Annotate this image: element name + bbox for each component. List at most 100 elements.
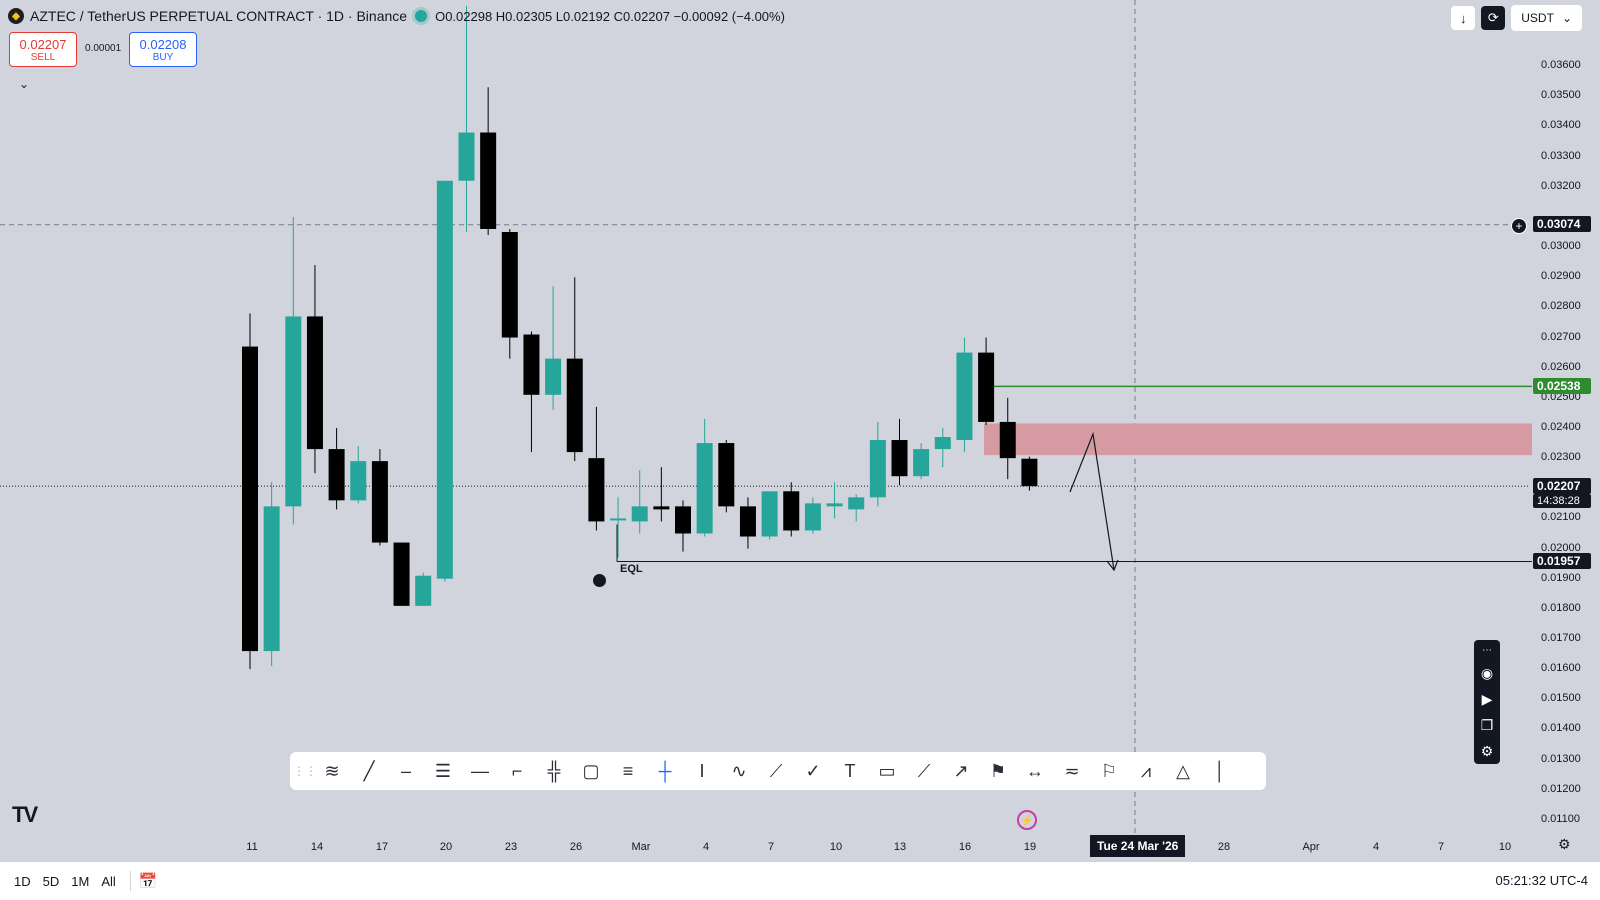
candle-body [523, 334, 540, 395]
range-all[interactable]: All [101, 873, 116, 889]
arrow-tool-icon[interactable]: ↗ [953, 760, 969, 781]
bars-pattern-tool-icon[interactable]: ⚐ [1100, 760, 1118, 781]
trend-line-tool-icon[interactable]: ╱ [363, 760, 375, 781]
candle-body [848, 497, 865, 510]
ruler-tool-icon[interactable]: ⟋ [917, 760, 931, 781]
text-tool-icon[interactable]: T [844, 760, 856, 781]
sell-button[interactable]: 0.02207 SELL [9, 32, 77, 67]
time-tick: 7 [1437, 841, 1445, 853]
fib-tool-icon[interactable]: ≡ [622, 760, 634, 781]
buy-price: 0.02208 [139, 36, 187, 52]
candle-body [436, 180, 453, 579]
crosshair-date-tag: Tue 24 Mar '26 [1090, 835, 1186, 857]
tradingview-logo-icon[interactable]: TV [12, 802, 38, 827]
camera-icon[interactable]: ◉ [1480, 664, 1494, 681]
date-range-calendar-icon[interactable]: 📅 [138, 873, 158, 890]
candle-body [393, 542, 410, 606]
drag-handle-icon[interactable]: ⋮⋮ [293, 764, 317, 778]
arrow-down-icon: ↓ [1460, 10, 1467, 26]
forecast-tool-icon[interactable]: ≂ [1064, 760, 1080, 781]
time-tick: 7 [767, 841, 775, 853]
time-tick: 14 [310, 841, 324, 853]
time-tick: Apr [1302, 841, 1320, 853]
chart-canvas[interactable] [0, 0, 1600, 862]
chevron-down-icon: ⌄ [1561, 11, 1572, 25]
lightning-news-icon[interactable]: ⚡ [1017, 810, 1037, 830]
horizontal-ray-tool-icon[interactable]: – [400, 760, 411, 781]
sell-label: SELL [30, 51, 56, 63]
range-5d[interactable]: 5D [42, 873, 60, 889]
candles-tool-icon[interactable]: ╬ [547, 760, 561, 781]
time-tick: 4 [702, 841, 710, 853]
projection-path [1069, 431, 1115, 571]
candle-body [783, 491, 800, 531]
candle-body [263, 506, 280, 652]
time-tick: 16 [958, 841, 972, 853]
price-tick: 0.03600 [1541, 59, 1581, 72]
time-tick: 13 [893, 841, 907, 853]
candle-body [545, 358, 562, 395]
candle-body [458, 132, 475, 181]
time-tick: 17 [375, 841, 389, 853]
time-tick: 19 [1023, 841, 1037, 853]
link-icon[interactable]: ⋯ [1482, 644, 1492, 656]
elliott-wave-tool-icon[interactable]: ⩘ [1140, 760, 1152, 781]
price-tick: 0.01700 [1541, 632, 1581, 645]
time-tick: 10 [829, 841, 843, 853]
clock-time[interactable]: 05:21:32 UTC-4 [1495, 873, 1589, 888]
curve-tool-icon[interactable]: ∿ [731, 760, 747, 781]
comment-tool-icon[interactable]: ▭ [878, 760, 896, 781]
price-tick: 0.01100 [1541, 812, 1580, 825]
candle-body [501, 232, 518, 338]
projection-arrowhead [1106, 559, 1119, 572]
rectangle-tool-icon[interactable]: ▢ [582, 760, 600, 781]
candle-body [306, 316, 323, 450]
price-range-tool-icon[interactable]: Ι [699, 760, 705, 781]
candle-body [371, 461, 388, 543]
add-alert-icon[interactable]: + [1511, 218, 1527, 234]
symbol-title[interactable]: AZTEC / TetherUS PERPETUAL CONTRACT · 1D… [30, 8, 408, 24]
candle-body [804, 503, 821, 531]
time-tick: 11 [246, 841, 258, 853]
candle-body [328, 449, 345, 501]
horizontal-line-tool-icon[interactable]: — [471, 760, 489, 781]
sync-button[interactable]: ⟳ [1481, 6, 1506, 30]
brush-tool-icon[interactable]: ⟋ [769, 760, 783, 781]
date-range-tool-icon[interactable]: ↔ [1026, 760, 1044, 781]
price-tick: 0.02300 [1541, 451, 1581, 464]
axis-settings-gear-icon[interactable]: ⚙ [1558, 836, 1571, 852]
time-tick: 10 [1498, 841, 1512, 853]
divider [129, 871, 131, 891]
collapse-legend-button[interactable]: ⌄ [11, 74, 37, 94]
callout-tool-icon[interactable]: ⌐ [511, 760, 523, 781]
range-1m[interactable]: 1M [71, 873, 90, 889]
vertical-line-tool-icon[interactable]: │ [1214, 760, 1226, 781]
range-1d[interactable]: 1D [14, 873, 31, 889]
price-tick: 0.01500 [1541, 692, 1581, 705]
currency-select[interactable]: USDT ⌄ [1511, 5, 1582, 31]
time-tick: 20 [439, 841, 453, 853]
pitchfork-tool-icon[interactable]: ≋ [324, 760, 340, 781]
layers-icon[interactable]: ❐ [1480, 716, 1494, 733]
price-tick: 0.01600 [1541, 662, 1581, 675]
path-tool-icon[interactable]: ✓ [805, 760, 821, 781]
crosshair-price-tag: 0.03074 [1533, 216, 1591, 232]
buy-button[interactable]: 0.02208 BUY [129, 32, 197, 67]
price-tick: 0.03400 [1541, 119, 1581, 132]
eql-label: EQL [620, 563, 643, 575]
download-button[interactable]: ↓ [1451, 6, 1476, 30]
candle-body [242, 346, 258, 652]
alarm-clock-icon[interactable] [593, 574, 606, 587]
crosshair-tool-icon[interactable]: ┼ [658, 760, 672, 781]
video-icon[interactable]: ▶ [1481, 690, 1493, 707]
price-tick: 0.03000 [1541, 240, 1581, 253]
settings-gear-icon[interactable]: ⚙ [1480, 742, 1494, 759]
price-tick: 0.02100 [1541, 511, 1581, 524]
parallel-channel-tool-icon[interactable]: ☰ [434, 760, 452, 781]
candle-body [350, 461, 367, 501]
candle-body [480, 132, 497, 229]
sell-price: 0.02207 [19, 36, 67, 52]
candle-body [610, 518, 627, 521]
shapes-tool-icon[interactable]: △ [1176, 760, 1190, 781]
flag-tool-icon[interactable]: ⚑ [989, 760, 1007, 781]
